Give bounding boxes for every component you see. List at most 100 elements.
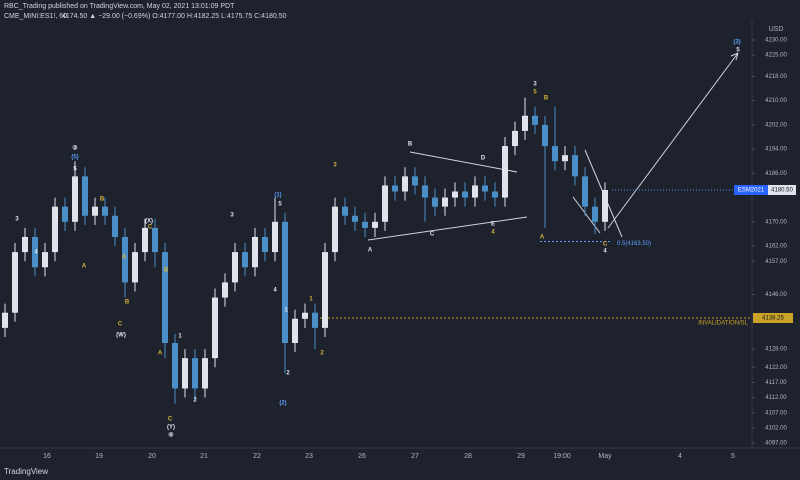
x-tick-label: 20: [148, 453, 156, 460]
wave-label: (5): [71, 155, 78, 161]
candle-body: [212, 297, 218, 359]
candle-body: [252, 236, 258, 268]
wave-label: B: [544, 96, 549, 102]
candle-body: [312, 312, 318, 328]
y-tick-label: 4230.00: [765, 38, 787, 44]
symbol: CME_MINI:ES1!, 60: [4, 13, 67, 20]
wave-label: 1: [309, 297, 313, 303]
candle-body: [552, 146, 558, 162]
candle-body: [142, 227, 148, 253]
x-tick-label: 23: [305, 453, 313, 460]
wave-label: B: [408, 142, 413, 148]
arrow-head: [730, 52, 739, 61]
price-tag: [768, 184, 796, 195]
y-tick-label: 4122.00: [765, 365, 787, 371]
candle-body: [442, 197, 448, 207]
price-tag-label: 4180.50: [771, 188, 793, 194]
wave-label: 2: [320, 351, 324, 357]
y-tick-label: 4112.00: [765, 395, 787, 401]
candle-body: [352, 215, 358, 222]
x-tick-label: 16: [43, 453, 51, 460]
x-tick-label: 4: [678, 453, 682, 460]
logo: TradingView: [4, 467, 48, 476]
level-text: INVALIDATION/SL: [698, 321, 748, 327]
candle-body: [292, 318, 298, 344]
y-tick-label: 4194.00: [765, 147, 787, 153]
candle-body: [472, 185, 478, 198]
wave-label: 3: [333, 163, 337, 169]
candle-body: [62, 206, 68, 222]
candle-body: [402, 176, 408, 192]
candle-body: [52, 206, 58, 253]
y-tick-label: 4117.00: [765, 380, 787, 386]
candle-body: [282, 221, 288, 344]
candle-body: [392, 185, 398, 192]
x-tick-label: 22: [253, 453, 261, 460]
candle-body: [202, 358, 208, 389]
publisher: RBC_Trading published on TradingView.com…: [4, 3, 235, 10]
y-tick-label: 4107.00: [765, 410, 787, 416]
candle-body: [152, 227, 158, 253]
wave-label: 5: [73, 167, 77, 173]
y-tick-label: 4128.00: [765, 347, 787, 353]
wave-label: 3: [533, 82, 537, 88]
wave-label: 3: [15, 217, 19, 223]
wave-label: (1): [274, 193, 281, 199]
candle-body: [522, 115, 528, 131]
candle-body: [482, 185, 488, 192]
wave-label: 4: [34, 250, 38, 256]
candle-body: [592, 206, 598, 222]
candle-body: [222, 282, 228, 298]
candle-body: [492, 191, 498, 198]
x-tick-label: 29: [517, 453, 525, 460]
wave-label: C: [148, 225, 153, 231]
wave-label: ④: [168, 432, 174, 439]
candle-body: [182, 358, 188, 389]
candle-body: [232, 252, 238, 283]
y-tick-label: 4097.00: [765, 441, 787, 447]
wave-label: 4: [603, 249, 607, 255]
level-tag-label: 4138.25: [762, 316, 784, 322]
candle-body: [332, 206, 338, 253]
candle-body: [532, 115, 538, 125]
wave-label: 4: [273, 288, 277, 294]
wave-label: C: [118, 322, 123, 328]
candle-body: [322, 252, 328, 328]
candle-body: [192, 358, 198, 389]
wave-label: D: [481, 156, 486, 162]
x-tick-label: 27: [411, 453, 419, 460]
candle-body: [602, 189, 608, 222]
wave-label: 1: [284, 308, 288, 314]
level-text: 0.5(4163.50): [617, 241, 651, 247]
wave-label: 3: [230, 213, 234, 219]
wave-label: B: [125, 300, 130, 306]
candle-body: [162, 252, 168, 344]
candle-body: [72, 176, 78, 222]
candle-body: [12, 252, 18, 313]
candle-body: [242, 252, 248, 268]
candle-body: [452, 191, 458, 198]
wave-label: (3): [733, 40, 740, 46]
x-tick-label: 19:00: [553, 453, 571, 460]
candle-body: [502, 146, 508, 198]
wave-label: 5: [533, 90, 537, 96]
candle-body: [32, 236, 38, 268]
candle-body: [302, 312, 308, 319]
wave-label: A: [122, 255, 127, 261]
wave-label: ③: [72, 145, 78, 152]
wave-label: 5: [278, 202, 282, 208]
wave-label: A: [158, 351, 163, 357]
candle-body: [92, 206, 98, 216]
wave-label: (W): [116, 333, 126, 339]
wave-label: 5: [736, 48, 740, 54]
candle-body: [132, 252, 138, 283]
candle-body: [382, 185, 388, 222]
wave-label: A: [540, 235, 545, 241]
candle-body: [372, 221, 378, 228]
candle-body: [362, 221, 368, 228]
x-tick-label: 19: [95, 453, 103, 460]
triangle-line: [367, 216, 528, 241]
y-tick-label: 4210.00: [765, 98, 787, 104]
wave-label: A: [82, 264, 87, 270]
